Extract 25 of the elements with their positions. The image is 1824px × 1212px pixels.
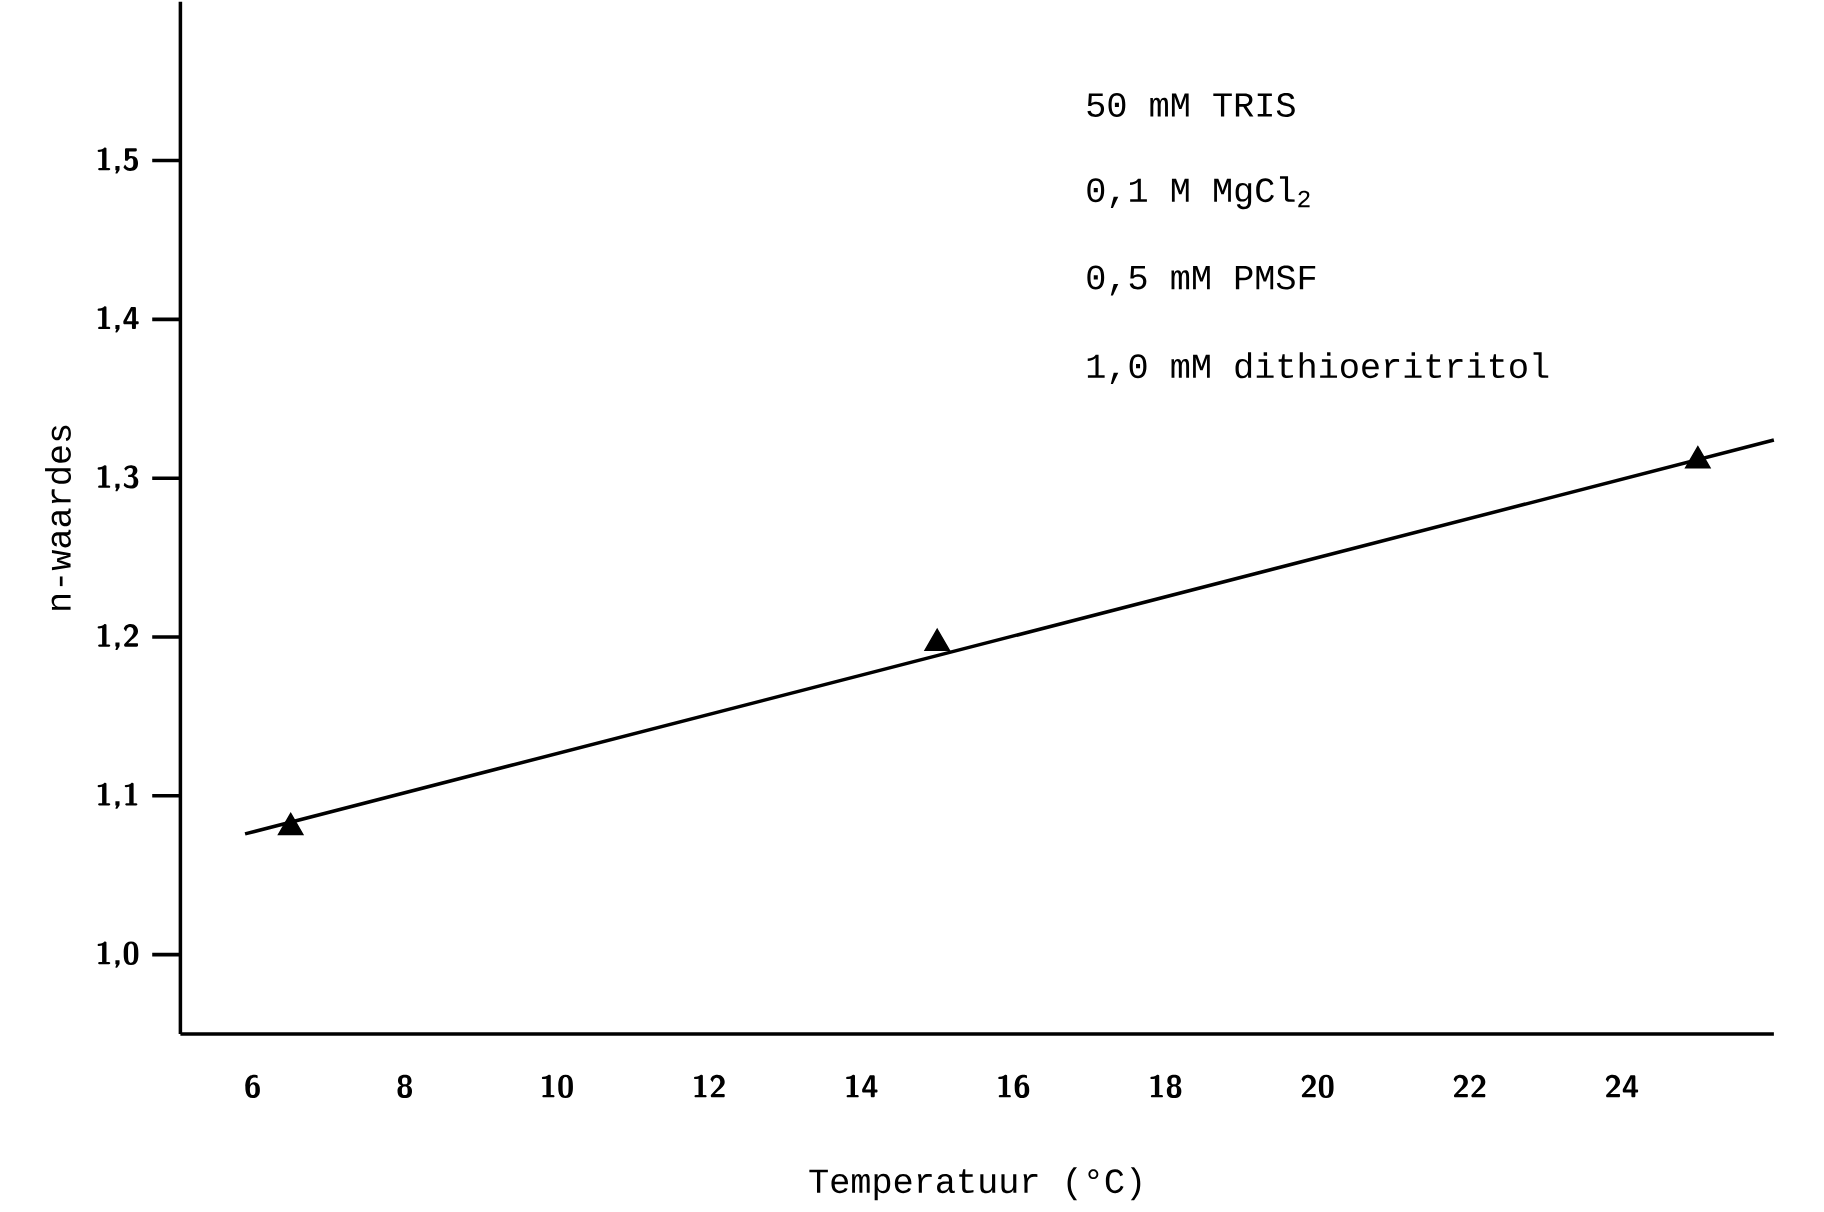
x-tick-label: 20 — [1301, 1074, 1334, 1099]
x-tick-label: 18 — [1150, 1074, 1182, 1099]
x-tick-label: 10 — [541, 1074, 573, 1099]
annotation: 50 mM TRIS — [1087, 93, 1295, 117]
y-tick-label: 1,3 — [97, 465, 139, 492]
point — [1684, 445, 1711, 469]
annotation: 0,5 mM PMSF — [1087, 265, 1316, 296]
y-tick-label: 1,2 — [97, 624, 139, 651]
x-tick-label: 24 — [1605, 1074, 1639, 1098]
annotation: 1,0 mM dithioeritritol — [1087, 352, 1549, 385]
x-axis-title: Temperatuur (°C) — [809, 1167, 1141, 1201]
x-tick-label: 6 — [245, 1074, 260, 1099]
annotation: 0,1 M MgCl$_{2}$ — [1087, 176, 1310, 210]
point — [924, 628, 951, 652]
x-tick-label: 14 — [846, 1074, 878, 1098]
y-tick-label: 1,1 — [97, 782, 138, 809]
point — [277, 812, 304, 836]
x-tick-label: 16 — [998, 1074, 1030, 1099]
x-tick-label: 8 — [397, 1074, 413, 1099]
y-tick-label: 1,5 — [97, 147, 139, 174]
x-tick-label: 12 — [694, 1074, 725, 1098]
y-axis-title: n-waardes — [45, 425, 72, 610]
y-tick-label: 1,0 — [97, 941, 139, 968]
x-tick-label: 22 — [1453, 1074, 1486, 1098]
y-tick-label: 1,4 — [97, 306, 139, 333]
